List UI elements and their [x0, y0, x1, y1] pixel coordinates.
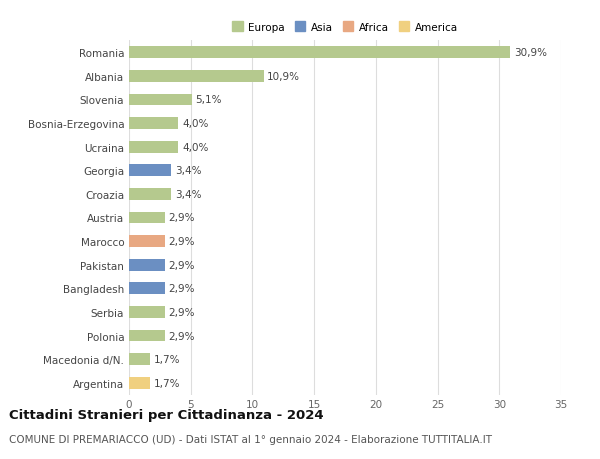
Text: 2,9%: 2,9%	[169, 307, 195, 317]
Bar	[129, 94, 192, 106]
Text: 2,9%: 2,9%	[169, 331, 195, 341]
Text: 4,0%: 4,0%	[182, 142, 208, 152]
Bar	[129, 307, 165, 318]
Bar	[129, 212, 165, 224]
Text: 4,0%: 4,0%	[182, 119, 208, 129]
Bar	[129, 235, 165, 247]
Text: COMUNE DI PREMARIACCO (UD) - Dati ISTAT al 1° gennaio 2024 - Elaborazione TUTTIT: COMUNE DI PREMARIACCO (UD) - Dati ISTAT …	[9, 434, 492, 444]
Bar	[129, 189, 171, 200]
Bar	[129, 377, 150, 389]
Text: 2,9%: 2,9%	[169, 260, 195, 270]
Bar	[129, 71, 263, 83]
Text: 2,9%: 2,9%	[169, 284, 195, 294]
Text: 2,9%: 2,9%	[169, 236, 195, 246]
Bar	[129, 283, 165, 295]
Text: 10,9%: 10,9%	[267, 72, 300, 82]
Text: 2,9%: 2,9%	[169, 213, 195, 223]
Bar	[129, 330, 165, 341]
Bar	[129, 259, 165, 271]
Text: 3,4%: 3,4%	[175, 166, 201, 176]
Text: 5,1%: 5,1%	[196, 95, 222, 105]
Bar	[129, 118, 178, 129]
Text: 1,7%: 1,7%	[154, 354, 180, 364]
Bar	[129, 141, 178, 153]
Bar	[129, 47, 511, 59]
Text: 3,4%: 3,4%	[175, 190, 201, 200]
Legend: Europa, Asia, Africa, America: Europa, Asia, Africa, America	[232, 22, 458, 33]
Text: 1,7%: 1,7%	[154, 378, 180, 388]
Bar	[129, 353, 150, 365]
Text: 30,9%: 30,9%	[514, 48, 547, 58]
Bar	[129, 165, 171, 177]
Text: Cittadini Stranieri per Cittadinanza - 2024: Cittadini Stranieri per Cittadinanza - 2…	[9, 409, 323, 421]
